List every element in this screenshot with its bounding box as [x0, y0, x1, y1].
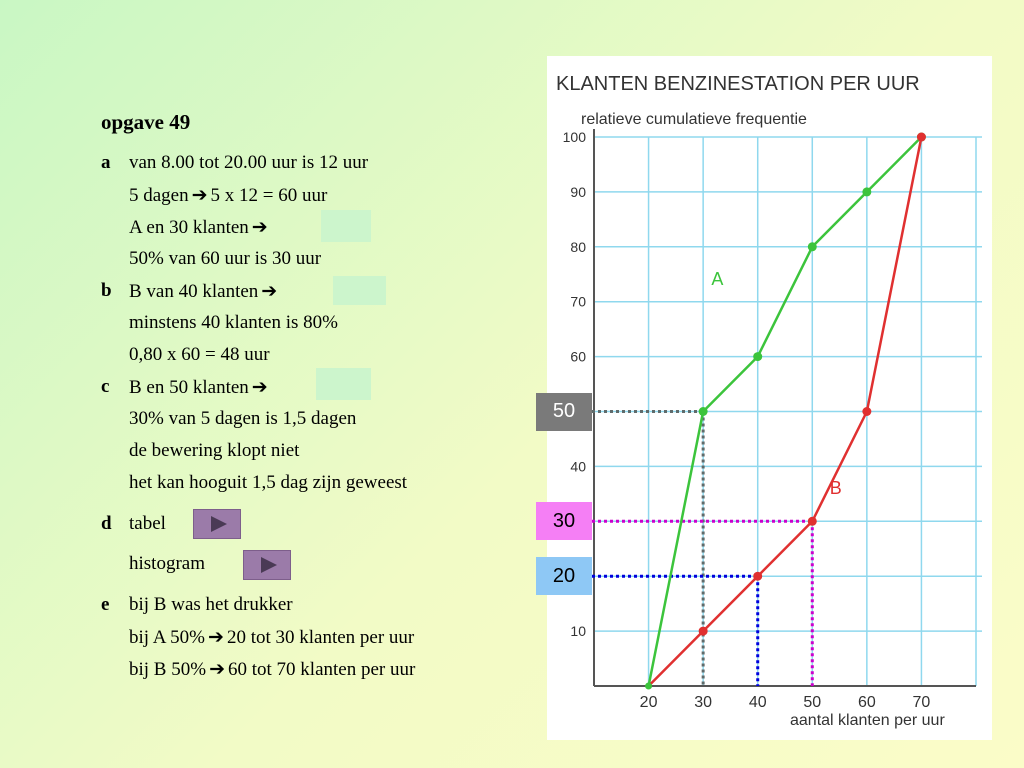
part-b-line-1-text: B van 40 klanten [129, 281, 259, 302]
part-a-line-2-result: 5 x 12 = 60 uur [210, 185, 328, 206]
y-tick-label: 80 [570, 239, 586, 255]
data-point-B [916, 132, 926, 142]
part-e-line-1: bij B was het drukker [129, 594, 293, 615]
series-label-B: B [830, 478, 842, 498]
part-b-label: b [101, 280, 112, 301]
part-a-line-4: 50% van 60 uur is 30 uur [129, 248, 322, 269]
chart-ylabel: relatieve cumulatieve frequentie [581, 111, 807, 128]
part-e-line-3: bij B 50% ➔ 60 tot 70 klanten per uur [129, 658, 415, 681]
part-e-line-2-text: bij A 50% [129, 627, 206, 648]
data-point-B [698, 626, 708, 636]
data-point-A [698, 407, 708, 416]
part-b-line-2: minstens 40 klanten is 80% [129, 312, 338, 333]
data-point-B [862, 407, 872, 416]
part-a-line-2-text: 5 dagen [129, 185, 189, 206]
data-point-A [753, 352, 763, 362]
arrow-right-icon: ➔ [261, 281, 278, 302]
hidden-answer-a[interactable] [321, 210, 371, 242]
part-a-line-3: A en 30 klanten ➔ [129, 216, 271, 239]
x-tick-label: 30 [694, 694, 712, 711]
part-c-line-1-text: B en 50 klanten [129, 377, 249, 398]
arrow-right-icon: ➔ [209, 659, 225, 680]
value-tag-20: 20 [536, 557, 592, 596]
part-e-label: e [101, 594, 110, 615]
y-tick-label: 70 [570, 294, 586, 310]
y-tick-label: 100 [563, 129, 587, 145]
series-line-B [647, 136, 923, 687]
series-label-A: A [711, 269, 723, 289]
part-c-line-3: de bewering klopt niet [129, 440, 300, 461]
arrow-right-icon: ➔ [251, 217, 268, 238]
data-point-A [862, 187, 872, 197]
chart-panel [547, 56, 992, 740]
part-d-label: d [101, 513, 112, 534]
y-tick-label: 10 [570, 623, 586, 639]
data-point-B [753, 571, 763, 581]
histogram-play-button[interactable] [243, 550, 291, 580]
x-tick-label: 20 [640, 694, 658, 711]
y-tick-label: 60 [570, 349, 586, 365]
hidden-answer-c[interactable] [316, 368, 371, 400]
part-c-label: c [101, 376, 110, 397]
arrow-right-icon: ➔ [251, 377, 268, 398]
arrow-right-icon: ➔ [208, 627, 224, 648]
part-d-histogram: histogram [129, 553, 205, 574]
value-tag-50: 50 [536, 392, 592, 431]
x-tick-label: 50 [803, 694, 821, 711]
x-tick-label: 40 [749, 694, 767, 711]
value-tag-30: 30 [536, 502, 592, 541]
part-c-line-2: 30% van 5 dagen is 1,5 dagen [129, 408, 357, 429]
part-d-tabel: tabel [129, 513, 166, 534]
part-b-line-3: 0,80 x 60 = 48 uur [129, 344, 270, 365]
part-a-label: a [101, 152, 111, 173]
data-point-A [807, 242, 817, 252]
tabel-play-button[interactable] [193, 509, 241, 539]
part-b-line-1: B van 40 klanten ➔ [129, 280, 280, 303]
arrow-right-icon: ➔ [191, 185, 208, 206]
play-icon [261, 557, 277, 573]
part-e-line-2: bij A 50% ➔ 20 tot 30 klanten per uur [129, 626, 414, 649]
play-icon [211, 516, 227, 532]
part-e-line-3-text: bij B 50% [129, 659, 207, 680]
exercise-title: opgave 49 [101, 110, 191, 134]
part-a-line-3-text: A en 30 klanten [129, 217, 249, 238]
part-a-line-2: 5 dagen ➔ 5 x 12 = 60 uur [129, 184, 327, 207]
data-point-B [807, 516, 817, 526]
x-tick-label: 60 [858, 694, 876, 711]
y-tick-label: 40 [570, 458, 586, 474]
part-e-line-3-result: 60 tot 70 klanten per uur [227, 659, 416, 680]
part-c-line-4: het kan hooguit 1,5 dag zijn geweest [129, 472, 408, 493]
part-e-line-2-result: 20 tot 30 klanten per uur [226, 627, 415, 648]
part-a-line-1: van 8.00 tot 20.00 uur is 12 uur [129, 152, 369, 173]
y-tick-label: 90 [570, 184, 586, 200]
chart-title: KLANTEN BENZINESTATION PER UUR [556, 73, 920, 95]
chart-xlabel: aantal klanten per uur [790, 712, 945, 729]
x-tick-label: 70 [913, 694, 931, 711]
series-line-A [647, 136, 923, 687]
hidden-answer-b[interactable] [333, 276, 386, 305]
part-c-line-1: B en 50 klanten ➔ [129, 376, 271, 399]
data-point-origin [645, 682, 653, 690]
